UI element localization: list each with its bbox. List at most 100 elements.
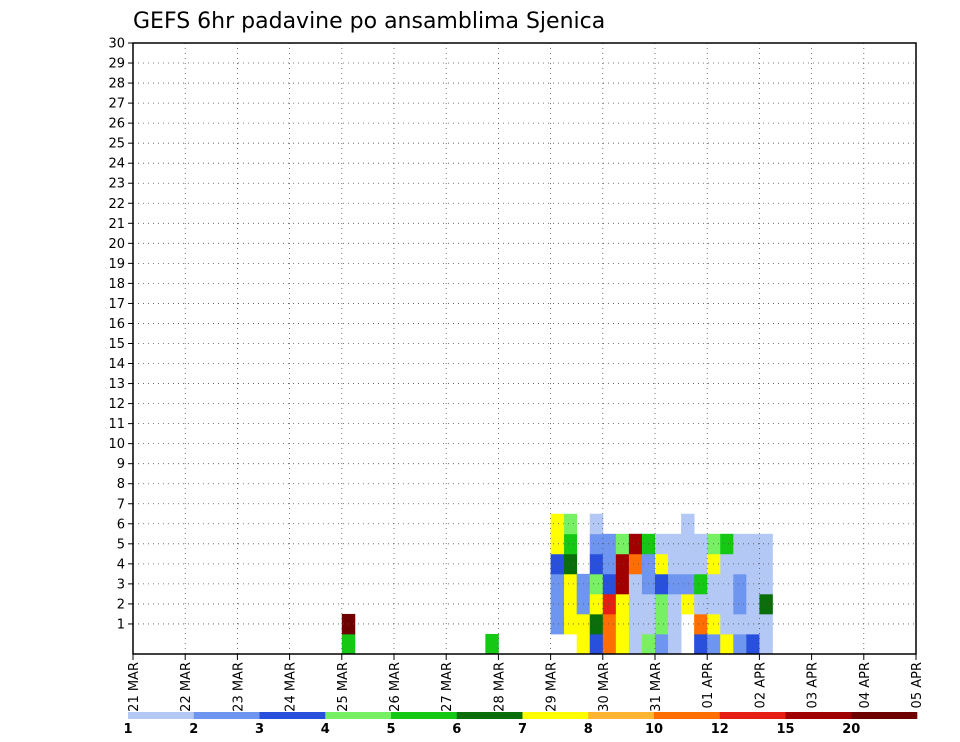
y-tick-label: 2: [117, 597, 125, 612]
heatmap-cell: [655, 573, 669, 595]
heatmap-cell: [602, 613, 617, 635]
heatmap-cell: [641, 633, 656, 655]
x-tick-label: 01 APR: [701, 662, 716, 708]
y-tick-label: 18: [108, 277, 125, 292]
heatmap-cell: [589, 573, 604, 595]
heatmap-cell: [694, 533, 708, 555]
heatmap-cell: [563, 513, 578, 535]
heatmap-cell: [628, 573, 643, 595]
colorbar-label: 7: [518, 722, 527, 737]
y-tick-label: 5: [117, 537, 125, 552]
colorbar-segment: [259, 712, 326, 719]
heatmap-cell: [550, 513, 565, 535]
heatmap-cell: [615, 633, 630, 655]
colorbar-segment: [851, 712, 918, 719]
heatmap-cell: [694, 613, 708, 635]
heatmap-cell: [341, 633, 356, 655]
y-tick-label: 24: [108, 157, 125, 172]
heatmap-cell: [707, 633, 721, 655]
colorbar-label: 5: [386, 722, 395, 737]
y-tick-label: 9: [117, 457, 125, 472]
heatmap-cell: [550, 573, 565, 595]
heatmap-cell: [628, 593, 643, 615]
heatmap-cell: [668, 533, 682, 555]
heatmap-cell: [550, 613, 565, 635]
heatmap-cell: [589, 633, 604, 655]
heatmap-cell: [550, 553, 565, 575]
colorbar-segment: [719, 712, 786, 719]
heatmap-cell: [720, 533, 734, 555]
colorbar: 1 2 3 4 5 6 7 8 10 12 15 20: [123, 712, 918, 737]
heatmap-cell: [602, 593, 617, 615]
colorbar-segment: [588, 712, 655, 719]
heatmap-cell: [655, 613, 669, 635]
colorbar-label: 12: [711, 722, 729, 737]
y-tick-label: 16: [108, 317, 125, 332]
x-tick-label: 27 MAR: [440, 662, 455, 712]
heatmap-cell: [615, 573, 630, 595]
colorbar-label: 15: [776, 722, 794, 737]
heatmap-cell: [694, 553, 708, 575]
y-tick-label: 11: [108, 417, 125, 432]
heatmap-cell: [655, 553, 669, 575]
x-tick-label: 05 APR: [910, 662, 925, 708]
heatmap-cell: [602, 533, 617, 555]
y-tick-label: 26: [108, 117, 125, 132]
heatmap-cell: [759, 613, 773, 635]
colorbar-segment: [128, 712, 195, 719]
heatmap-cell: [576, 633, 591, 655]
heatmap-cell: [589, 593, 604, 615]
y-tick-label: 27: [108, 97, 125, 112]
colorbar-label: 2: [189, 722, 198, 737]
y-tick-label: 17: [108, 297, 125, 312]
heatmap-cell: [733, 613, 747, 635]
x-tick-label: 02 APR: [753, 662, 768, 708]
heatmap-cell: [602, 573, 617, 595]
heatmap-cell: [485, 633, 499, 655]
colorbar-label: 8: [584, 722, 593, 737]
y-tick-label: 4: [117, 557, 125, 572]
x-tick-label: 03 APR: [806, 662, 821, 708]
heatmap-cell: [655, 593, 669, 615]
x-tick-label: 04 APR: [858, 662, 873, 708]
heatmap-cell: [628, 553, 643, 575]
heatmap-cell: [668, 573, 682, 595]
y-tick-label: 30: [108, 37, 125, 52]
x-tick-label: 29 MAR: [545, 662, 560, 712]
y-tick-label: 8: [117, 477, 125, 492]
heatmap-cell: [589, 533, 604, 555]
heatmap-cell: [550, 593, 565, 615]
heatmap-cell: [668, 553, 682, 575]
y-tick-label: 20: [108, 237, 125, 252]
colorbar-label: 10: [645, 722, 663, 737]
y-tick-label: 10: [108, 437, 125, 452]
colorbar-segment: [785, 712, 852, 719]
colorbar-segment: [456, 712, 523, 719]
heatmap-cell: [759, 553, 773, 575]
y-tick-label: 6: [117, 517, 125, 532]
colorbar-segment: [193, 712, 260, 719]
heatmap-cell: [759, 533, 773, 555]
heatmap-cell: [655, 633, 669, 655]
colorbar-label: 3: [255, 722, 264, 737]
heatmap-cell: [733, 553, 747, 575]
heatmap-cell: [720, 613, 734, 635]
x-tick-label: 23 MAR: [231, 662, 246, 712]
y-tick-label: 29: [108, 57, 125, 72]
colorbar-segment: [391, 712, 458, 719]
heatmap-cell: [733, 593, 747, 615]
colorbar-label: 4: [321, 722, 330, 737]
heatmap-cell: [589, 513, 604, 535]
y-tick-label: 28: [108, 77, 125, 92]
x-tick-label: 25 MAR: [336, 662, 351, 712]
x-axis: 21 MAR 22 MAR 23 MAR 24 MAR 25 MAR 26 MAR 27 M…: [127, 654, 925, 712]
heatmap-cell: [733, 573, 747, 595]
chart-title: GEFS 6hr padavine po ansamblima Sjenica: [133, 9, 605, 34]
y-axis: 1234567891011121314151617181920212223242…: [108, 37, 133, 632]
heatmap-cell: [655, 533, 669, 555]
heatmap-cell: [668, 593, 682, 615]
x-tick-label: 31 MAR: [649, 662, 664, 712]
heatmap-cell: [563, 533, 578, 555]
heatmap-cell: [759, 633, 773, 655]
